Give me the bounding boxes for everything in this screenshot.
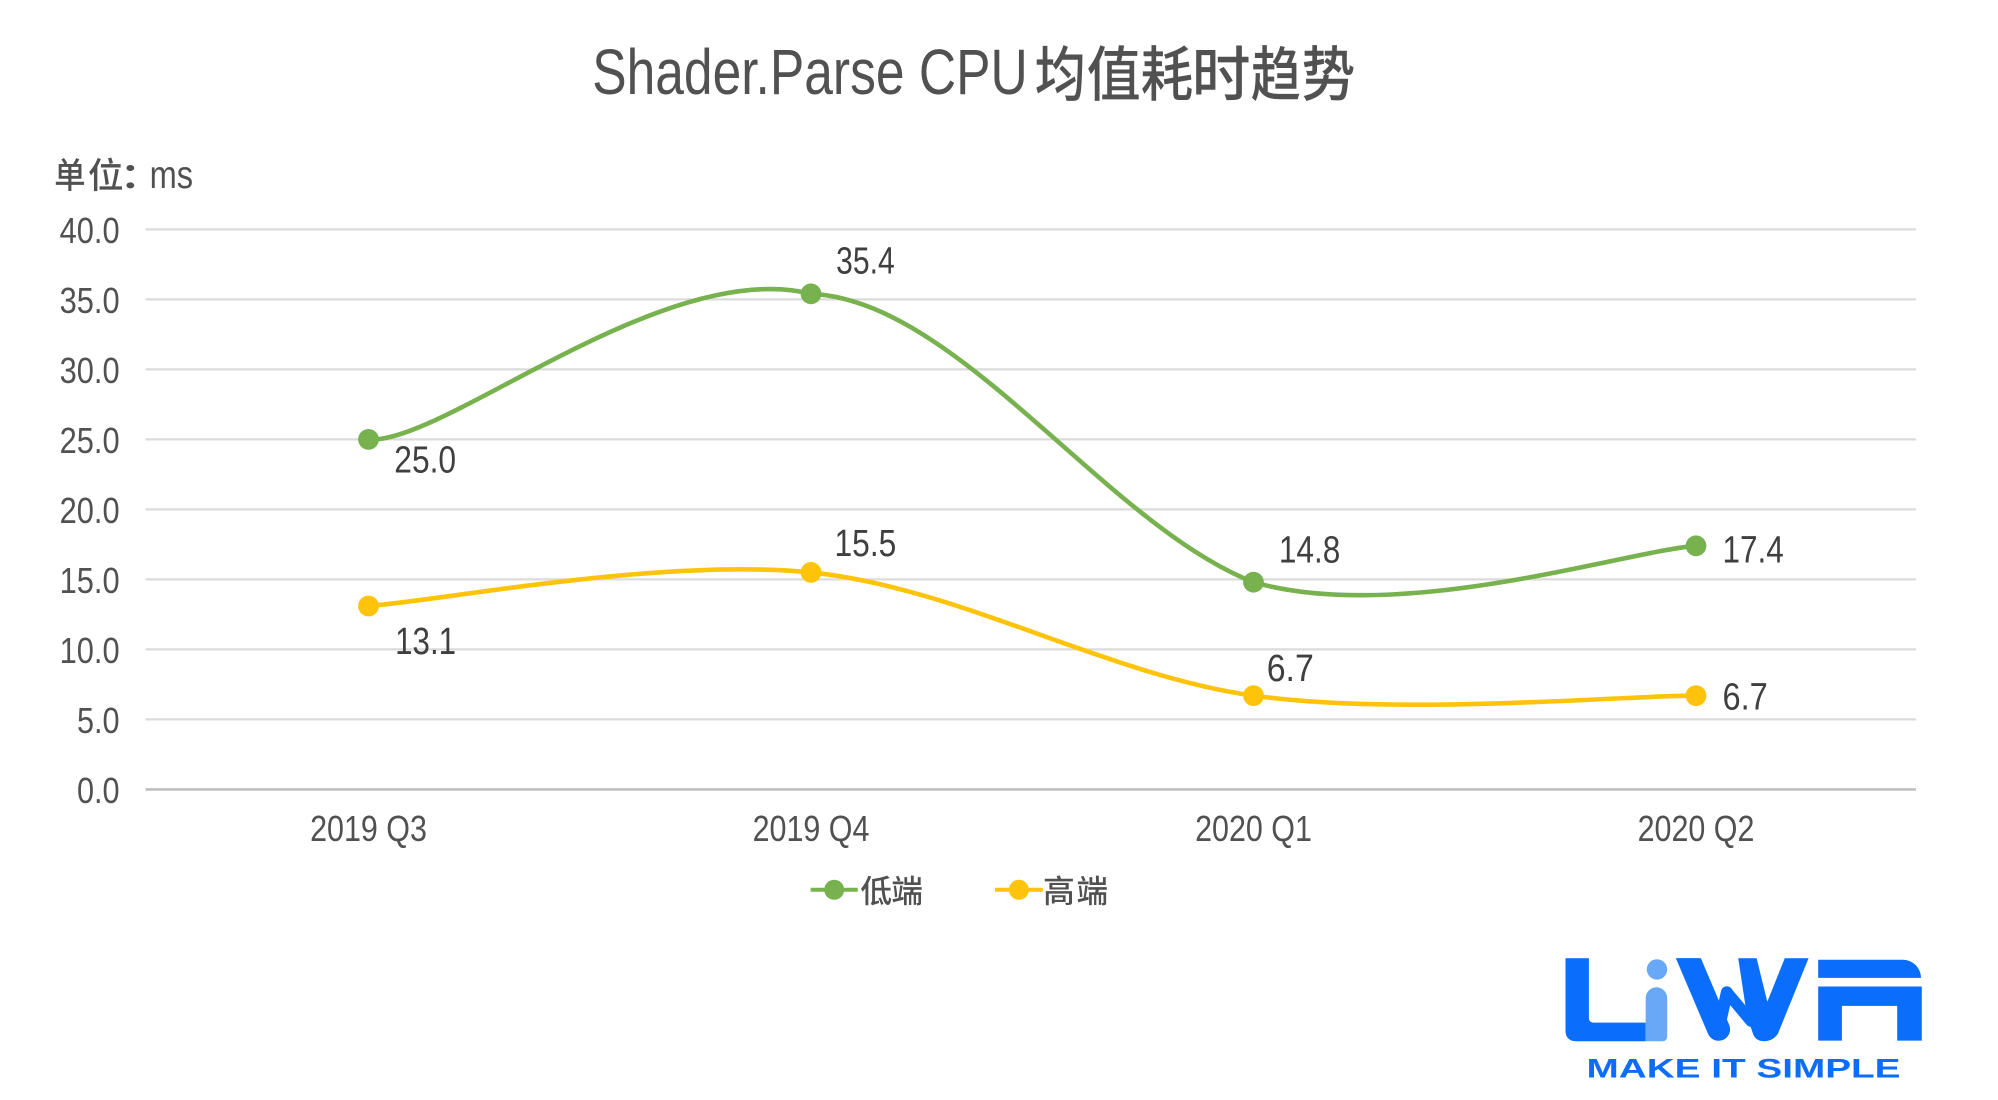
svg-text:14.8: 14.8 <box>1279 530 1340 572</box>
svg-text:Shader.Parse CPU: Shader.Parse CPU <box>592 36 1027 108</box>
svg-text:2020 Q1: 2020 Q1 <box>1195 808 1312 849</box>
svg-text:35.0: 35.0 <box>60 280 120 321</box>
svg-text:40.0: 40.0 <box>60 210 120 251</box>
svg-text:2019 Q3: 2019 Q3 <box>310 808 427 849</box>
svg-text:13.1: 13.1 <box>395 621 456 663</box>
svg-text:6.7: 6.7 <box>1723 677 1768 719</box>
svg-text:10.0: 10.0 <box>60 630 120 671</box>
svg-text:30.0: 30.0 <box>60 350 120 391</box>
svg-text:25.0: 25.0 <box>60 420 120 461</box>
svg-text:0.0: 0.0 <box>77 770 120 811</box>
svg-text:2020 Q2: 2020 Q2 <box>1638 808 1755 849</box>
svg-text:15.5: 15.5 <box>835 523 897 565</box>
svg-text:17.4: 17.4 <box>1723 530 1784 572</box>
svg-text:2019 Q4: 2019 Q4 <box>753 808 870 849</box>
svg-text:ms: ms <box>150 154 194 197</box>
svg-text:MAKE IT SIMPLE: MAKE IT SIMPLE <box>1587 1054 1901 1084</box>
svg-text:5.0: 5.0 <box>77 700 120 741</box>
svg-text:6.7: 6.7 <box>1267 648 1314 690</box>
svg-text:35.4: 35.4 <box>836 240 895 282</box>
svg-text:15.0: 15.0 <box>60 560 120 601</box>
svg-text:20.0: 20.0 <box>60 490 120 531</box>
svg-text:25.0: 25.0 <box>394 439 456 481</box>
